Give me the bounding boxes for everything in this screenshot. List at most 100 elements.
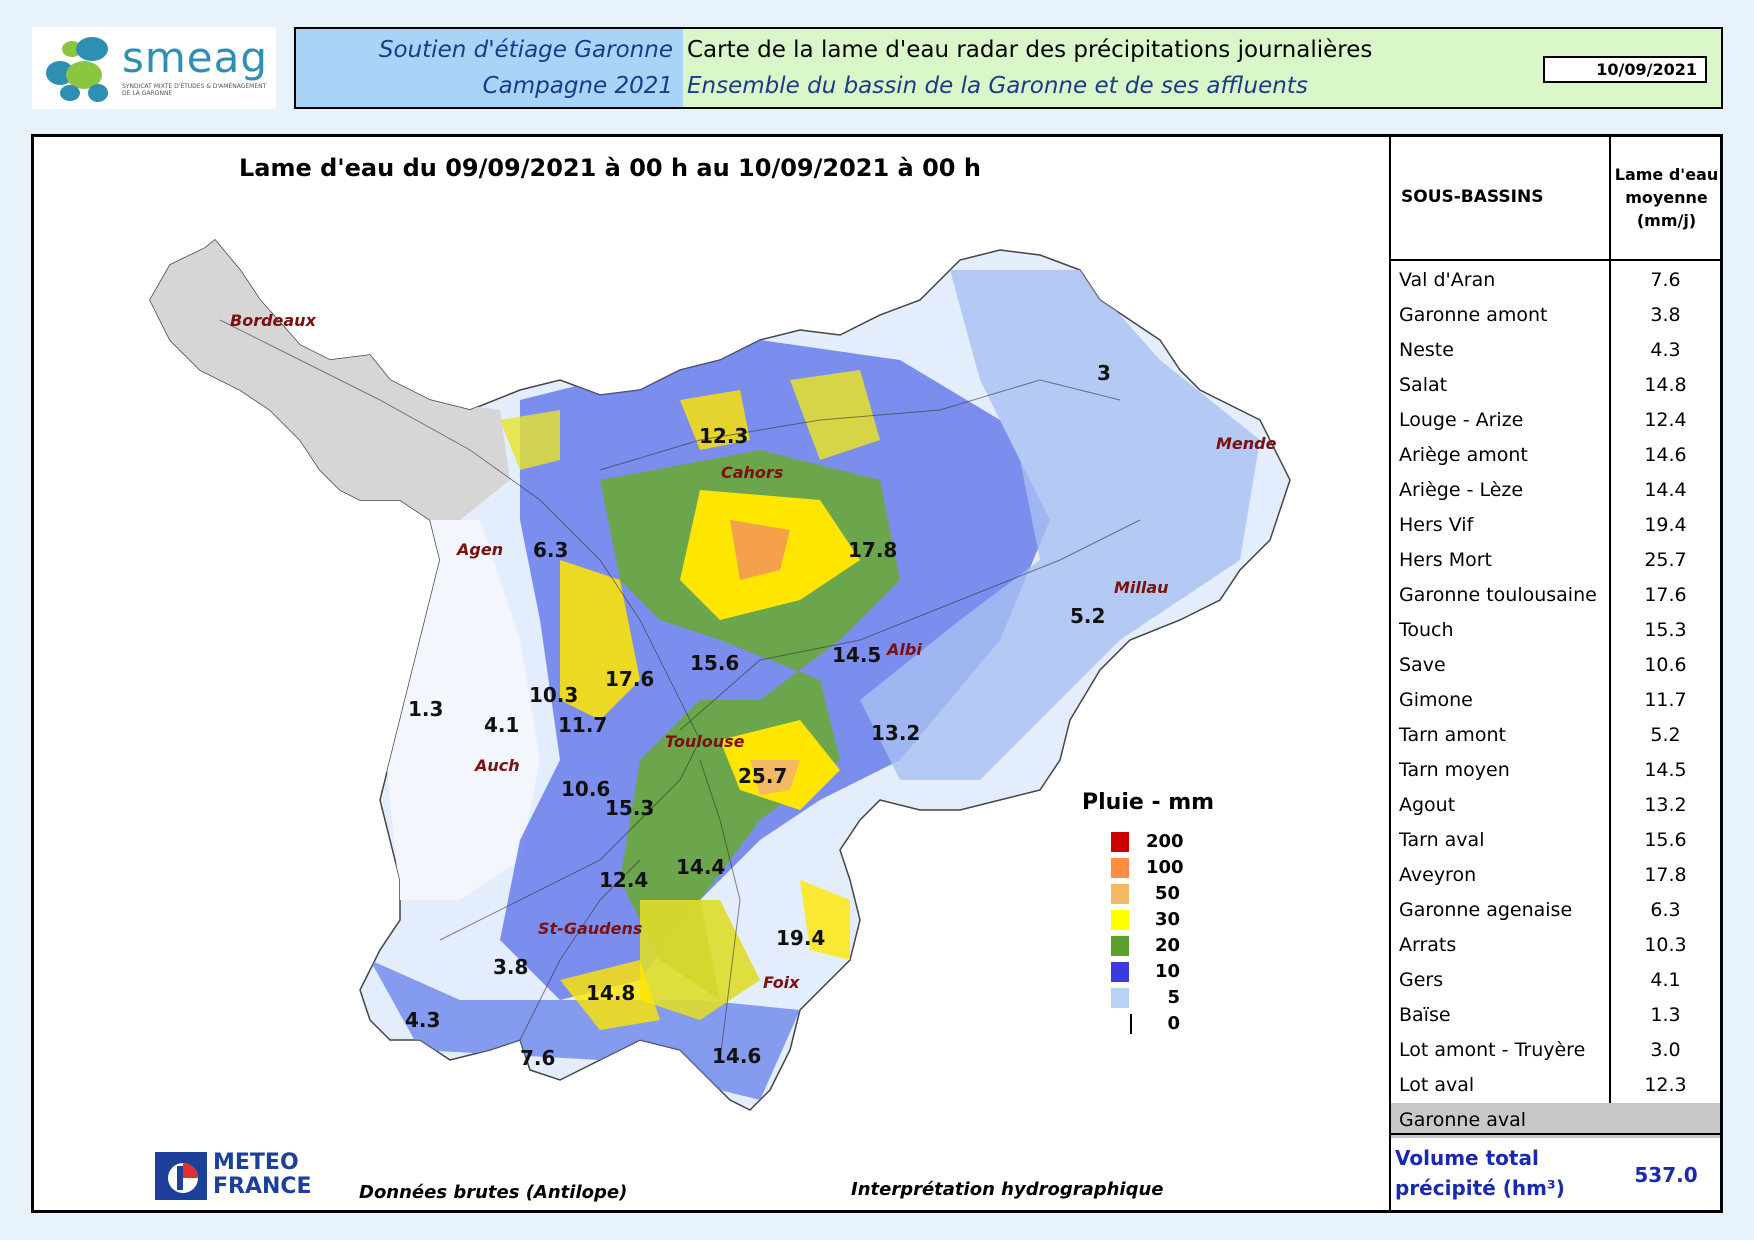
subbasin-value: 15.3 <box>1644 619 1687 641</box>
subbasin-value: 14.8 <box>1644 374 1687 396</box>
subbasin-name: Louge - Arize <box>1399 409 1524 431</box>
volume-label: Volume total précipité (hm³) <box>1395 1143 1565 1203</box>
volume-total-cell: Volume total précipité (hm³) 537.0 <box>1389 1133 1720 1210</box>
table-row: Arrats 10.3 <box>1391 928 1720 963</box>
city-label: Toulouse <box>665 732 745 751</box>
subbasin-value: 10.3 <box>1644 934 1687 956</box>
date-box: 10/09/2021 <box>1543 56 1707 83</box>
header-left-panel: Soutien d'étiage Garonne Campagne 2021 <box>294 27 683 109</box>
basin-value: 14.5 <box>832 643 882 667</box>
subbasin-value: 4.3 <box>1650 339 1681 361</box>
basin-value: 17.8 <box>848 538 898 562</box>
basin-value: 15.6 <box>690 651 740 675</box>
city-label: Auch <box>475 756 520 775</box>
subbasin-value: 3.0 <box>1650 1039 1681 1061</box>
table-row: Aveyron 17.8 <box>1391 858 1720 893</box>
basin-value: 3 <box>1097 361 1111 385</box>
basin-value: 11.7 <box>558 713 608 737</box>
legend-swatch <box>1111 988 1129 1008</box>
table-row: Garonne agenaise 6.3 <box>1391 893 1720 928</box>
header-right-panel: Carte de la lame d'eau radar des précipi… <box>683 27 1723 109</box>
legend-label: 50 <box>1154 883 1180 904</box>
legend-swatch <box>1111 884 1129 904</box>
subbasin-name: Salat <box>1399 374 1448 396</box>
city-label: Cahors <box>721 463 784 482</box>
city-label: Bordeaux <box>230 311 316 330</box>
header-right-line1: Carte de la lame d'eau radar des précipi… <box>687 37 1373 63</box>
legend-label: 5 <box>1167 987 1180 1008</box>
table-row: Baïse 1.3 <box>1391 998 1720 1033</box>
legend-swatch <box>1111 858 1129 878</box>
col-header-mean-line1: Lame d'eau <box>1614 165 1719 184</box>
header-right-line2: Ensemble du bassin de la Garonne et de s… <box>687 73 1308 99</box>
basin-value: 7.6 <box>520 1046 556 1070</box>
col-header-mean-line3: (mm/j) <box>1636 211 1697 230</box>
footer-interpretation: Interprétation hydrographique <box>851 1179 1164 1200</box>
basin-value: 12.4 <box>599 868 649 892</box>
subbasin-value: 12.3 <box>1644 1074 1687 1096</box>
basin-value: 25.7 <box>738 764 788 788</box>
subbasin-name: Garonne agenaise <box>1399 899 1573 921</box>
table-row: Garonne aval <box>1391 1103 1720 1138</box>
basin-value: 1.3 <box>408 697 444 721</box>
table-row: Ariège - Lèze 14.4 <box>1391 473 1720 508</box>
meteo-logo-line2: FRANCE <box>213 1174 312 1199</box>
subbasin-name: Lot amont - Truyère <box>1399 1039 1586 1061</box>
legend-label: 0 <box>1167 1013 1180 1034</box>
basin-value: 6.3 <box>533 538 569 562</box>
table-row: Tarn amont 5.2 <box>1391 718 1720 753</box>
basin-value: 12.3 <box>699 424 749 448</box>
subbasin-name: Aveyron <box>1399 864 1477 886</box>
map-title: Lame d'eau du 09/09/2021 à 00 h au 10/09… <box>239 154 981 182</box>
basin-value: 5.2 <box>1070 604 1106 628</box>
basin-value: 4.1 <box>484 713 520 737</box>
basin-value: 14.8 <box>586 981 636 1005</box>
logo-text: smeag <box>122 33 269 82</box>
basin-value: 3.8 <box>493 955 529 979</box>
subbasin-value: 11.7 <box>1644 689 1687 711</box>
basin-value: 15.3 <box>605 796 655 820</box>
subbasin-name: Tarn amont <box>1399 724 1506 746</box>
subbasin-name: Neste <box>1399 339 1454 361</box>
subbasin-value: 14.6 <box>1644 444 1687 466</box>
table-row: Lot amont - Truyère 3.0 <box>1391 1033 1720 1068</box>
subbasin-name: Hers Mort <box>1399 549 1493 571</box>
header-left-line2: Campagne 2021 <box>482 73 673 99</box>
legend-swatch <box>1111 936 1129 956</box>
table-row: Louge - Arize 12.4 <box>1391 403 1720 438</box>
city-label: St-Gaudens <box>538 919 643 938</box>
legend-label: 10 <box>1154 961 1180 982</box>
basin-value: 4.3 <box>405 1008 441 1032</box>
subbasin-value: 13.2 <box>1644 794 1687 816</box>
subbasin-value: 7.6 <box>1650 269 1681 291</box>
subbasin-name: Garonne aval <box>1399 1109 1527 1131</box>
subbasin-value: 12.4 <box>1644 409 1687 431</box>
subbasin-value: 19.4 <box>1644 514 1687 536</box>
table-row: Save 10.6 <box>1391 648 1720 683</box>
table-row: Salat 14.8 <box>1391 368 1720 403</box>
city-label: Millau <box>1114 578 1169 597</box>
subbasin-name: Arrats <box>1399 934 1457 956</box>
col-header-mean: Lame d'eau moyenne (mm/j) <box>1611 163 1722 232</box>
smeag-logo-icon <box>46 37 108 102</box>
table-row: Val d'Aran 7.6 <box>1391 263 1720 298</box>
subbasin-name: Gimone <box>1399 689 1473 711</box>
table-row: Hers Vif 19.4 <box>1391 508 1720 543</box>
table-row: Hers Mort 25.7 <box>1391 543 1720 578</box>
subbasin-name: Agout <box>1399 794 1456 816</box>
meteo-france-icon <box>155 1152 207 1200</box>
table-column-divider <box>1609 137 1611 1133</box>
subbasin-name: Ariège - Lèze <box>1399 479 1524 501</box>
basin-value: 13.2 <box>871 721 921 745</box>
legend-swatch <box>1130 1014 1132 1034</box>
subbasin-value: 4.1 <box>1650 969 1681 991</box>
legend-swatch <box>1111 962 1129 982</box>
subbasin-value: 25.7 <box>1644 549 1687 571</box>
subbasin-name: Tarn aval <box>1399 829 1485 851</box>
header-left-line1: Soutien d'étiage Garonne <box>378 37 673 63</box>
meteo-logo-line1: METEO <box>213 1150 299 1175</box>
table-row: Touch 15.3 <box>1391 613 1720 648</box>
meteo-france-logo: METEO FRANCE <box>155 1152 335 1200</box>
table-row: Neste 4.3 <box>1391 333 1720 368</box>
subbasin-value: 1.3 <box>1650 1004 1681 1026</box>
